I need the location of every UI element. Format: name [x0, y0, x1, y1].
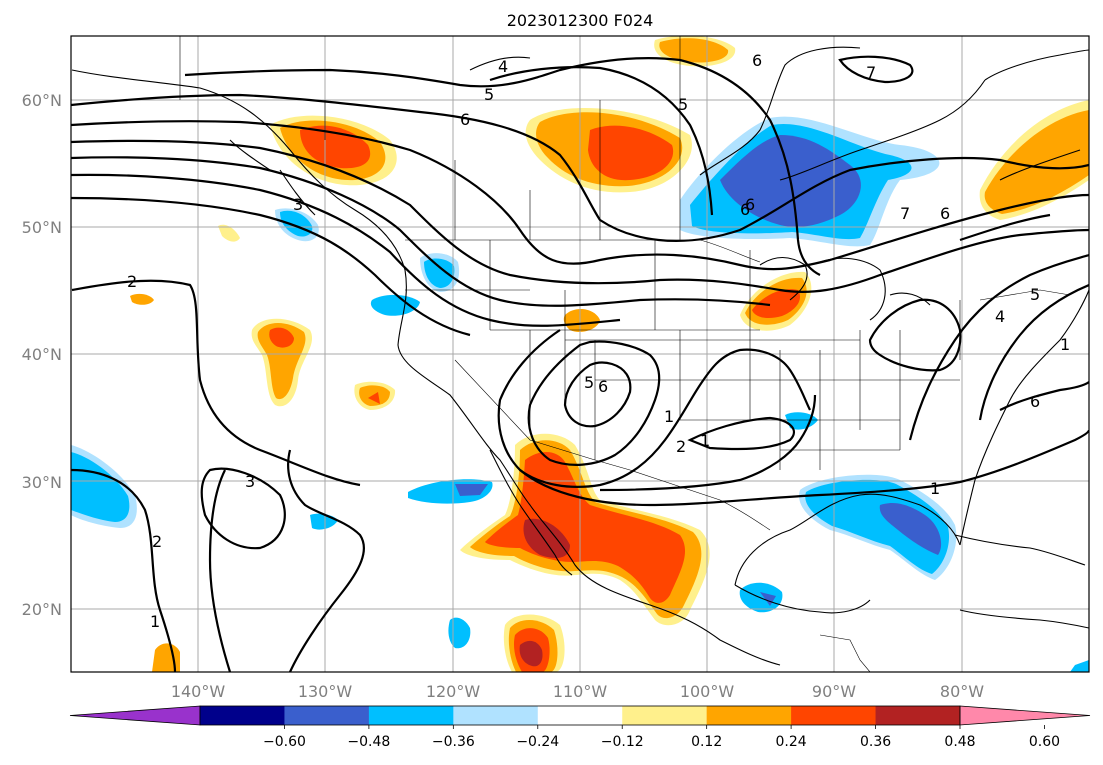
contour-label: 1: [700, 431, 710, 450]
contour-label: 6: [598, 377, 608, 396]
lon-tick-label: 110°W: [553, 682, 608, 701]
lon-tick-label: 90°W: [812, 682, 856, 701]
contour-label: 5: [678, 95, 688, 114]
map-title: 2023012300 F024: [507, 11, 654, 30]
colorbar-swatch: [368, 706, 454, 725]
map-frame: [70, 35, 1090, 673]
contour-label: 5: [1030, 285, 1040, 304]
lat-tick-labels: 20°N 30°N 40°N 50°N 60°N: [22, 91, 62, 619]
lon-tick-label: 140°W: [171, 682, 226, 701]
contour-label: 1: [1060, 335, 1070, 354]
contour-label: 6: [752, 51, 762, 70]
lon-tick-label: 130°W: [298, 682, 353, 701]
contour-label: 6: [460, 110, 470, 129]
contour-label: 6: [940, 204, 950, 223]
contour-lines: [71, 55, 1089, 672]
map-plot-area: 2 3 4 5 6 7 6 5 6 3 2 1 1 5 6 2 1 1 6 7 …: [71, 36, 1089, 672]
colorbar-swatch: [453, 706, 539, 725]
contour-label: 1: [150, 612, 160, 631]
contour-label: 2: [127, 272, 137, 291]
colorbar-frame: [199, 705, 961, 726]
colorbar-tick-label: −0.24: [516, 734, 559, 750]
colorbar-extend-max: [959, 705, 1091, 726]
contour-label: 1: [930, 479, 940, 498]
colorbar-tick-label: −0.12: [601, 734, 644, 750]
contour-label: 4: [995, 307, 1005, 326]
colorbar-swatch: [706, 706, 792, 725]
lat-tick-label: 40°N: [22, 345, 62, 364]
lat-tick-label: 50°N: [22, 218, 62, 237]
colorbar-tick-label: −0.48: [347, 734, 390, 750]
colorbar-swatch: [284, 706, 370, 725]
colorbar-swatch: [537, 706, 623, 725]
contour-label: 3: [245, 472, 255, 491]
graticule: [71, 36, 1089, 672]
contour-label: 5: [484, 85, 494, 104]
lat-tick-label: 30°N: [22, 473, 62, 492]
colorbar-tick-label: −0.60: [263, 734, 306, 750]
colorbar-swatch: [791, 706, 877, 725]
contour-label: 5: [584, 373, 594, 392]
contour-label: 6: [745, 195, 755, 214]
lon-tick-label: 80°W: [940, 682, 984, 701]
anomaly-fill-layer: [71, 36, 1089, 672]
contour-label: 3: [293, 195, 303, 214]
colorbar-swatch: [875, 706, 961, 725]
colorbar-tick-label: −0.36: [432, 734, 475, 750]
colorbar-tick-label: 0.60: [1029, 734, 1060, 750]
colorbar-swatch: [622, 706, 708, 725]
lat-tick-label: 60°N: [22, 91, 62, 110]
colorbar-extend-min: [69, 705, 201, 726]
colorbar-swatch: [200, 706, 285, 725]
contour-label: 7: [866, 63, 876, 82]
colorbar-tick-label: 0.48: [944, 734, 975, 750]
lon-tick-label: 120°W: [426, 682, 481, 701]
contour-label: 1: [664, 407, 674, 426]
colorbar-tick-label: 0.36: [860, 734, 891, 750]
contour-label: 6: [1030, 392, 1040, 411]
contour-label: 7: [900, 204, 910, 223]
lon-tick-labels: 140°W 130°W 120°W 110°W 100°W 90°W 80°W: [171, 682, 984, 701]
contour-labels: 2 3 4 5 6 7 6 5 6 3 2 1 1 5 6 2 1 1 6 7 …: [127, 51, 1070, 631]
lon-tick-label: 100°W: [680, 682, 735, 701]
contour-label: 6: [740, 200, 750, 219]
coastlines: [71, 46, 1089, 666]
lat-tick-label: 20°N: [22, 600, 62, 619]
colorbar: −0.60 −0.48 −0.36 −0.24 −0.12 0.12 0.24 0.36 0.4…: [69, 705, 1091, 750]
colorbar-tick-label: 0.24: [776, 734, 807, 750]
colorbar-tick-label: 0.12: [691, 734, 722, 750]
contour-label: 2: [152, 532, 162, 551]
contour-label: 4: [498, 57, 508, 76]
contour-label: 2: [676, 437, 686, 456]
